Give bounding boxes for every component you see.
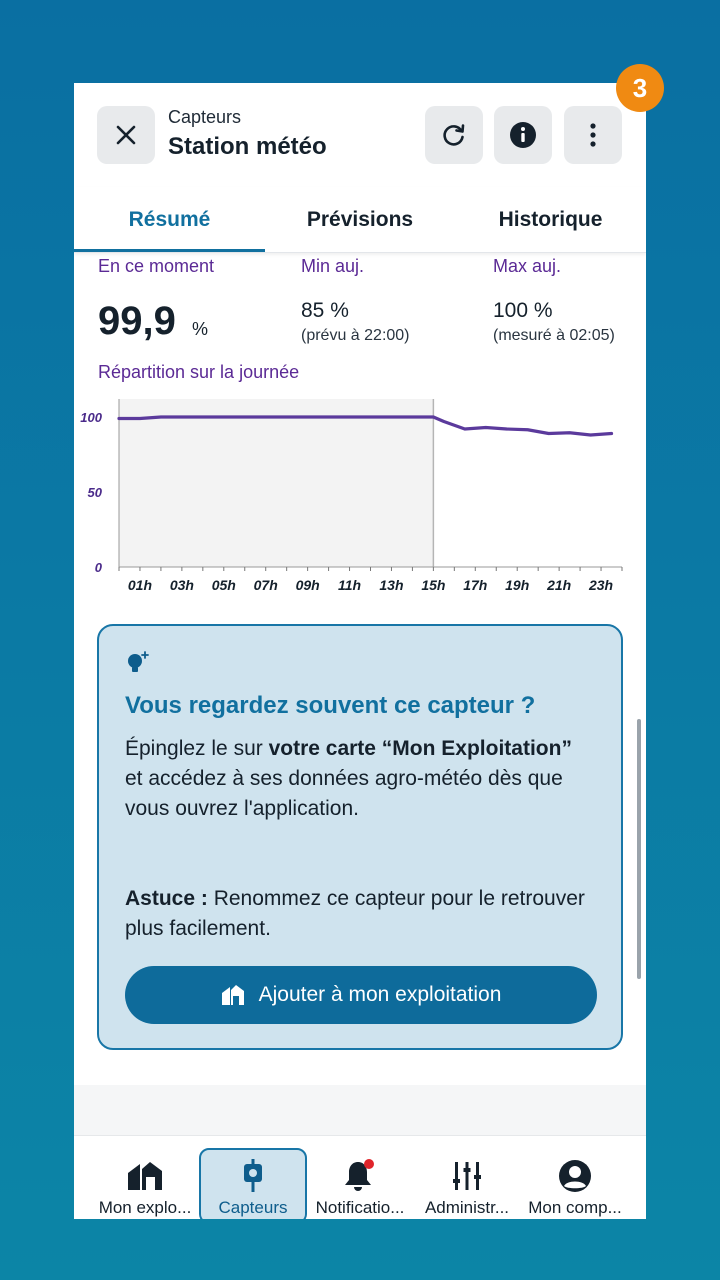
tab-resume[interactable]: Résumé <box>128 208 211 231</box>
refresh-button[interactable] <box>425 106 483 164</box>
chart-x-tick-label: 23h <box>588 577 613 593</box>
tip-body: Épinglez le sur votre carte “Mon Exploit… <box>125 734 595 824</box>
current-unit: % <box>192 319 209 339</box>
chart-x-tick-label: 09h <box>296 577 320 593</box>
min-note: (prévu à 22:00) <box>301 327 410 344</box>
more-options-button[interactable] <box>564 106 622 164</box>
nav-administration[interactable]: Administr... <box>414 1146 520 1219</box>
step-badge: 3 <box>616 64 664 112</box>
chart-series-line <box>117 415 614 437</box>
info-button[interactable] <box>494 106 552 164</box>
add-to-farm-label: Ajouter à mon exploitation <box>258 983 502 1006</box>
nav-mon-compte[interactable]: Mon comp... <box>522 1146 628 1219</box>
chart-x-tick-label: 21h <box>546 577 571 593</box>
chart-y-tick-label: 100 <box>80 410 102 425</box>
chart-x-tick-label: 13h <box>379 577 403 593</box>
tab-historique[interactable]: Historique <box>498 208 603 231</box>
chart-x-tick-label: 07h <box>254 577 278 593</box>
tab-previsions[interactable]: Prévisions <box>306 208 414 231</box>
nav-label: Mon explo... <box>98 1198 192 1217</box>
chart-past-shading <box>119 399 434 567</box>
active-tab-indicator <box>74 249 265 252</box>
tip-hint: Astuce : Renommez ce capteur pour le ret… <box>125 884 595 944</box>
tip-hint-bold: Astuce : <box>125 887 208 910</box>
chart-y-tick-label: 50 <box>88 485 103 500</box>
add-to-farm-button[interactable]: Ajouter à mon exploitation <box>125 966 597 1024</box>
info-icon <box>510 122 536 148</box>
close-icon <box>116 125 136 145</box>
farm-icon <box>128 1162 162 1190</box>
chart-title: Répartition sur la journée <box>98 362 300 382</box>
sliders-icon <box>453 1162 481 1190</box>
chart-x-tick-label: 03h <box>170 577 194 593</box>
nav-notifications[interactable]: Notificatio... <box>307 1146 413 1219</box>
tab-bar: Résumé Prévisions Historique <box>74 187 646 253</box>
refresh-icon <box>443 124 465 146</box>
tip-hint-text: Renommez ce capteur pour le retrouver pl… <box>125 887 585 940</box>
max-label: Max auj. <box>493 256 562 276</box>
tip-title: Vous regardez souvent ce capteur ? <box>125 692 536 719</box>
tip-body-text-1: Épinglez le sur <box>125 737 269 760</box>
nav-label: Capteurs <box>218 1198 288 1217</box>
chart-x-tick-label: 17h <box>463 577 487 593</box>
sensor-icon <box>244 1159 262 1192</box>
nav-capteurs[interactable]: Capteurs <box>199 1148 307 1219</box>
daily-humidity-chart: 0 50 100 01h 03h 05h 07h 09h 11h 13h 15h 17h 19h 21h 2… <box>80 399 623 593</box>
tip-body-bold: votre carte “Mon Exploitation” <box>268 737 572 760</box>
nav-label: Mon comp... <box>528 1198 622 1217</box>
bell-icon <box>345 1159 374 1191</box>
page-title: Station météo <box>168 133 327 160</box>
current-value: 99,9 <box>98 299 176 343</box>
nav-label: Notificatio... <box>315 1198 405 1217</box>
min-label: Min auj. <box>301 256 365 276</box>
farm-icon <box>221 985 244 1005</box>
now-label: En ce moment <box>98 256 215 276</box>
scrollbar[interactable] <box>637 719 641 979</box>
chart-x-tick-label: 19h <box>505 577 529 593</box>
nav-label: Administr... <box>424 1198 510 1217</box>
app-screen: Capteurs Station météo Résumé <box>74 83 646 1219</box>
more-vertical-icon <box>590 123 596 147</box>
account-icon <box>559 1160 591 1192</box>
chart-y-tick-label: 0 <box>95 560 103 575</box>
content-footer <box>74 1085 646 1135</box>
chart-x-tick-label: 15h <box>421 577 445 593</box>
chart-x-tick-label: 01h <box>128 577 152 593</box>
pin-tip-card: Vous regardez souvent ce capteur ? Éping… <box>97 624 623 1050</box>
bottom-navigation: Mon explo... Capteurs <box>74 1135 646 1219</box>
chart-x-tick-label: 05h <box>212 577 236 593</box>
tip-body-text-2: et accédez à ses données agro-météo dès … <box>125 767 563 820</box>
max-note: (mesuré à 02:05) <box>493 327 615 344</box>
close-button[interactable] <box>97 106 155 164</box>
nav-mon-exploitation[interactable]: Mon explo... <box>92 1146 198 1219</box>
chart-x-tick-label: 11h <box>338 577 361 593</box>
max-value: 100 % <box>493 299 553 322</box>
header-subtitle: Capteurs <box>168 107 242 127</box>
lightbulb-sparkle-icon <box>128 651 149 672</box>
min-value: 85 % <box>301 299 349 322</box>
